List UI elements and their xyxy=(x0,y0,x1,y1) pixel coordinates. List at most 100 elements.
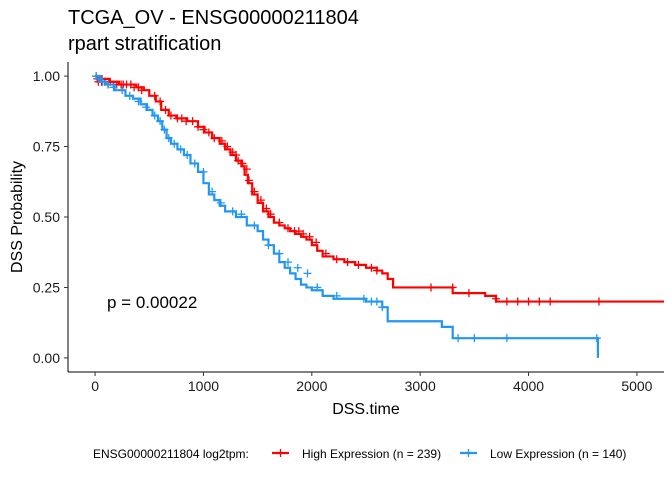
censor-mark xyxy=(266,210,275,219)
censor-mark xyxy=(592,334,601,343)
censor-mark xyxy=(188,117,197,126)
censor-mark xyxy=(223,142,232,151)
y-tick-label: 0.25 xyxy=(33,279,60,295)
censor-mark xyxy=(161,105,170,114)
x-tick-label: 0 xyxy=(91,378,99,394)
censor-mark xyxy=(104,80,113,89)
censor-mark xyxy=(502,334,511,343)
censor-mark xyxy=(156,97,165,106)
censor-mark xyxy=(216,198,225,207)
censor-mark xyxy=(470,334,479,343)
censor-mark xyxy=(183,151,192,159)
censor-mark xyxy=(594,297,603,306)
censor-mark xyxy=(194,122,203,131)
censor-mark xyxy=(208,187,217,196)
censor-mark xyxy=(164,134,173,143)
censor-mark xyxy=(109,83,118,92)
plot-area xyxy=(92,72,664,358)
censor-mark xyxy=(305,232,314,241)
censor-mark xyxy=(359,294,368,303)
y-tick-label: 1.00 xyxy=(33,68,60,84)
censor-mark xyxy=(160,125,169,134)
censor-mark xyxy=(535,297,544,306)
censor-marks-series-1 xyxy=(92,72,601,343)
censor-mark xyxy=(210,134,219,143)
censor-mark xyxy=(98,77,107,86)
censor-mark xyxy=(313,283,322,292)
censor-mark xyxy=(332,291,341,300)
y-axis-title: DSS Probability xyxy=(9,161,26,273)
censor-mark xyxy=(217,136,226,145)
censor-mark xyxy=(170,139,179,148)
censor-mark xyxy=(454,334,463,343)
p-value-annotation: p = 0.00022 xyxy=(107,293,197,312)
censor-mark xyxy=(177,114,186,123)
censor-mark xyxy=(275,249,284,258)
censor-mark xyxy=(118,86,127,95)
censor-mark xyxy=(372,266,381,275)
censor-mark xyxy=(199,167,208,176)
censor-mark xyxy=(204,128,213,137)
censor-mark xyxy=(464,289,473,298)
censor-mark xyxy=(231,151,240,159)
y-tick-label: 0.50 xyxy=(33,209,60,225)
censor-mark xyxy=(256,196,265,205)
censor-mark xyxy=(283,258,292,267)
x-tick-label: 5000 xyxy=(621,378,652,394)
censor-mark xyxy=(262,204,271,213)
censor-mark xyxy=(312,238,321,247)
censor-mark xyxy=(137,86,146,95)
censor-mark xyxy=(303,269,312,278)
km-curve-series-0 xyxy=(95,74,664,303)
censor-marks-series-0 xyxy=(92,72,603,306)
censor-mark xyxy=(190,159,199,168)
x-axis-ticks: 0 1000 2000 3000 4000 5000 xyxy=(91,372,653,394)
x-axis-title: DSS.time xyxy=(332,401,400,418)
censor-mark xyxy=(264,241,273,250)
censor-mark xyxy=(94,74,103,83)
censor-mark xyxy=(156,117,165,126)
x-tick-label: 1000 xyxy=(188,378,219,394)
censor-mark xyxy=(427,283,436,292)
x-tick-label: 4000 xyxy=(513,378,544,394)
censor-mark xyxy=(294,227,303,236)
legend-title: ENSG00000211804 log2tpm: xyxy=(93,447,249,461)
censor-mark xyxy=(134,97,143,106)
censor-mark xyxy=(321,249,330,258)
censor-mark xyxy=(546,297,555,306)
censor-mark xyxy=(354,260,363,269)
censor-mark xyxy=(228,207,237,216)
censor-mark xyxy=(125,91,134,100)
x-tick-label: 3000 xyxy=(405,378,436,394)
censor-mark xyxy=(524,297,533,306)
censor-mark xyxy=(378,303,387,312)
censor-mark xyxy=(293,263,302,272)
x-tick-label: 2000 xyxy=(296,378,327,394)
censor-mark xyxy=(150,111,159,120)
censor-mark xyxy=(299,229,308,238)
censor-mark xyxy=(242,165,251,174)
censor-mark xyxy=(343,258,352,267)
censor-mark xyxy=(142,103,151,112)
censor-mark xyxy=(250,221,259,230)
censor-mark xyxy=(502,297,511,306)
y-axis-ticks: 0.00 0.25 0.50 0.75 1.00 xyxy=(33,68,68,366)
censor-mark xyxy=(238,159,247,168)
censor-mark xyxy=(244,176,253,185)
censor-mark xyxy=(332,255,341,264)
censor-mark xyxy=(513,297,522,306)
censor-mark xyxy=(367,263,376,272)
legend-item-label: Low Expression (n = 140) xyxy=(490,447,626,461)
censor-mark xyxy=(176,145,185,154)
legend-item-label: High Expression (n = 239) xyxy=(302,447,441,461)
legend: ENSG00000211804 log2tpm: High Expression… xyxy=(93,447,626,461)
y-tick-label: 0.75 xyxy=(33,139,60,155)
censor-mark xyxy=(448,283,457,292)
y-tick-label: 0.00 xyxy=(33,350,60,366)
censor-mark xyxy=(237,210,246,219)
chart-title: TCGA_OV - ENSG00000211804 xyxy=(68,7,359,29)
censor-mark xyxy=(283,224,292,233)
censor-mark xyxy=(166,111,175,120)
censor-mark xyxy=(150,91,159,100)
censor-mark xyxy=(492,294,501,303)
